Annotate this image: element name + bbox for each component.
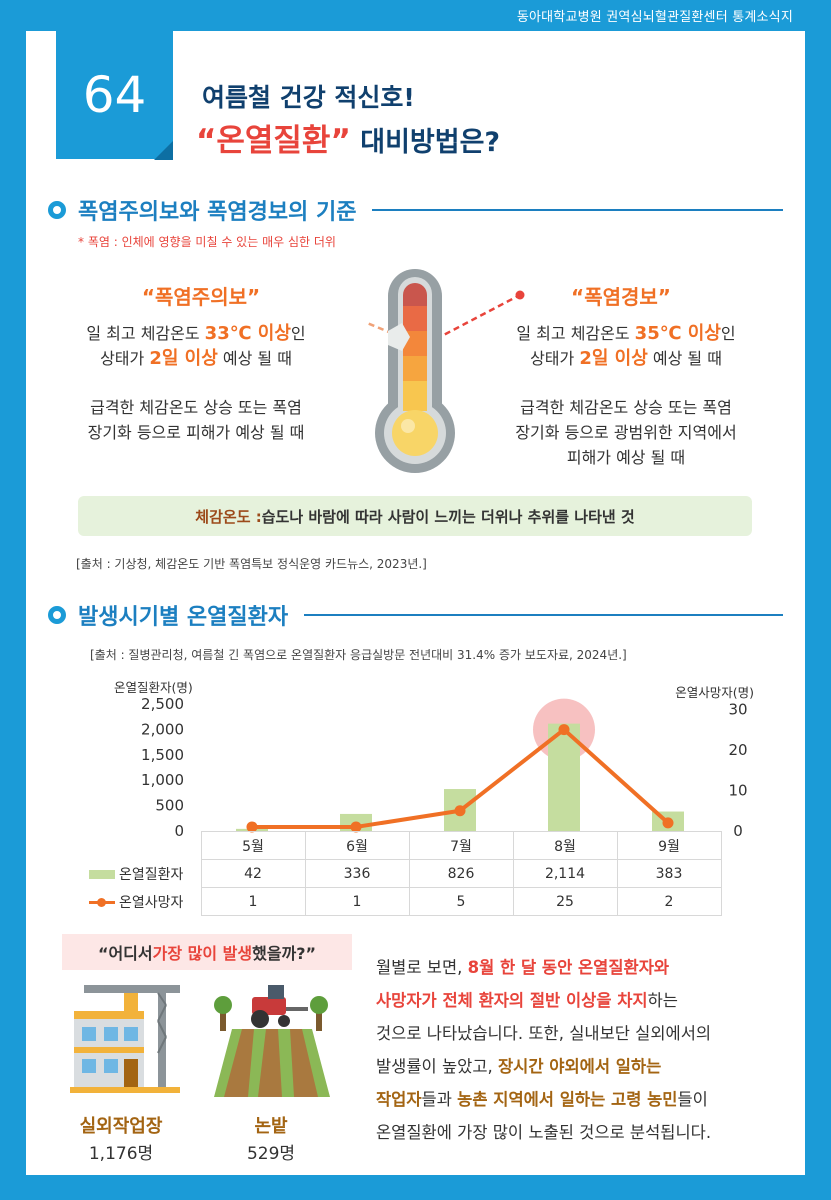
issue-number-badge: 64 [56,31,173,159]
month-header: 9월 [616,831,722,860]
badge-fold [154,141,173,160]
deaths-value: 25 [512,887,618,916]
right-tick-label: 10 [728,781,747,799]
title-rest: 대비방법은? [350,127,501,158]
deaths-value: 1 [200,887,306,916]
left-tick-label: 1,000 [141,771,184,789]
title-line-2: “온열질환” 대비방법은? [196,115,500,160]
left-tick-label: 2,000 [141,720,184,738]
right-tick-label: 30 [728,700,747,718]
month-header: 7월 [408,831,514,860]
deaths-value: 2 [616,887,722,916]
right-axis-label: 온열사망자(명) [675,685,754,700]
deaths-value: 1 [304,887,410,916]
summary-paragraph: 월별로 보면, 8월 한 달 동안 온열질환자와 사망자가 전체 환자의 절반 … [376,958,712,1142]
place2-count: 529명 [246,1144,296,1164]
section-heading-monthly: 발생시기별 온열질환자 [48,599,783,631]
place1-name: 실외작업장 [79,1116,163,1137]
left-tick-label: 1,500 [141,746,184,764]
right-tick-label: 0 [733,822,743,836]
title-line-1: 여름철 건강 적신호! [202,83,415,112]
warning-label: “폭염경보” [571,285,671,309]
patients-value: 2,114 [512,859,618,888]
patients-value: 383 [616,859,722,888]
warning-criteria: 일 최고 체감온도 35℃ 이상인 상태가 2일 이상 예상 될 때 [516,323,736,369]
newsletter-caption: 동아대학교병원 권역심뇌혈관질환센터 통계소식지 [516,10,793,25]
section-title: 폭염주의보와 폭염경보의 기준 [78,200,357,225]
place2-name: 논밭 [254,1116,288,1137]
deaths-point-7월 [454,805,466,817]
definition-box: 체감온도 : 습도나 바람에 따라 사람이 느끼는 더위나 추위를 나타낸 것 [78,496,752,536]
month-header: 8월 [512,831,618,860]
deaths-point-9월 [662,817,674,829]
chart-data-table: 5월 6월 7월 8월 9월 온열질환자 42 336 826 2,114 38… [87,831,722,916]
line-legend-icon [89,898,115,907]
legend-patients: 온열질환자 [87,860,201,888]
construction-site-icon [70,985,180,1093]
left-tick-label: 2,500 [141,695,184,713]
monthly-chart: 온열질환자(명) 온열사망자(명) 0 500 1,000 1,500 2,000 2,5… [114,680,754,836]
section-divider [304,614,783,616]
page-sheet: 64 여름철 건강 적신호! “온열질환” 대비방법은? 폭염주의보와 폭염경보… [26,31,805,1175]
patients-value: 42 [200,859,306,888]
legend-deaths: 온열사망자 [87,888,201,916]
warning-extra: 급격한 체감온도 상승 또는 폭염 장기화 등으로 광범위한 지역에서 피해가 … [515,398,737,467]
advisory-extra: 급격한 체감온도 상승 또는 폭염 장기화 등으로 피해가 예상 될 때 [87,398,305,442]
bullet-circle-icon [48,606,66,624]
source-note-1: [출처 : 기상청, 체감온도 기반 폭염특보 정식운영 카드뉴스, 2023년… [76,557,427,571]
left-tick-label: 0 [174,822,184,836]
left-axis-label: 온열질환자(명) [114,680,193,695]
thermometer-icon [366,269,525,473]
advisory-label: “폭염주의보” [141,285,261,309]
bullet-circle-icon [48,201,66,219]
bar-legend-icon [89,870,115,879]
source-note-2: [출처 : 질병관리청, 여름철 긴 폭염으로 온열질환자 응급실방문 전년대비… [90,648,627,662]
question-box: “어디서 가장 많이 발생 했을까?” [62,934,352,970]
month-header: 5월 [200,831,306,860]
right-tick-label: 20 [728,741,747,759]
deaths-point-6월 [350,821,362,833]
deaths-point-8월 [558,724,570,736]
heatwave-note: * 폭염 : 인체에 영향을 미칠 수 있는 매우 심한 더위 [78,235,336,249]
month-header: 6월 [304,831,410,860]
patients-value: 826 [408,859,514,888]
place1-count: 1,176명 [88,1144,154,1164]
section-divider [372,209,783,211]
deaths-value: 5 [408,887,514,916]
section-title: 발생시기별 온열질환자 [78,605,289,630]
title-keyword: “온열질환” [196,123,351,159]
advisory-criteria: 일 최고 체감온도 33℃ 이상인 상태가 2일 이상 예상 될 때 [86,323,306,369]
farm-field-icon [214,985,330,1097]
patients-value: 336 [304,859,410,888]
section-heading-criteria: 폭염주의보와 폭염경보의 기준 [48,194,783,226]
deaths-point-5월 [246,821,258,833]
left-tick-label: 500 [155,797,184,815]
